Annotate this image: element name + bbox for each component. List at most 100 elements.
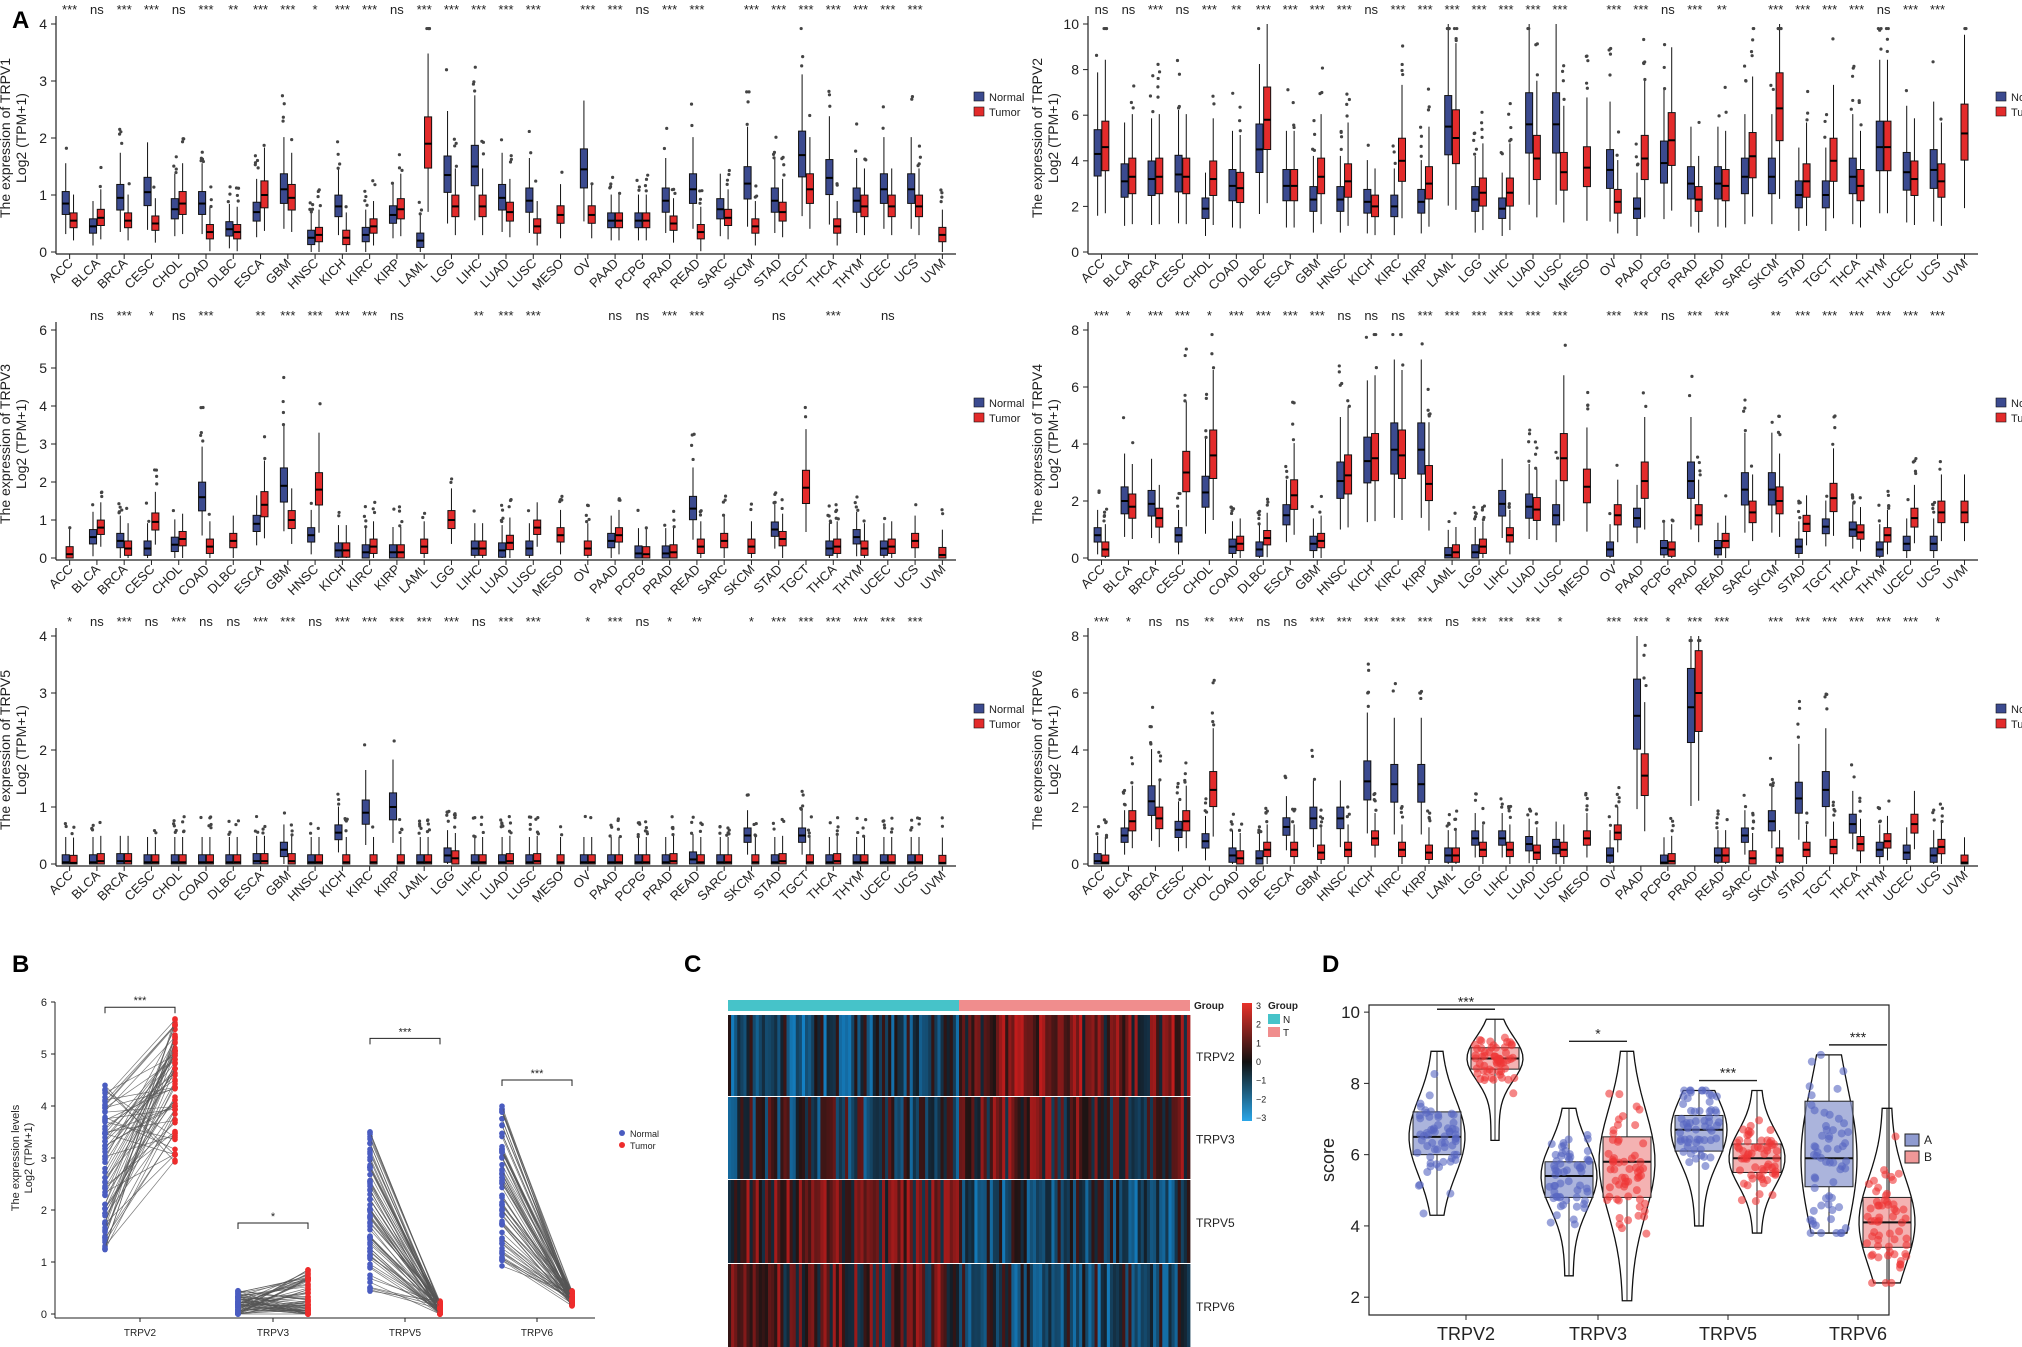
b-point [1605, 1183, 1614, 1192]
normal-point [367, 1146, 373, 1152]
outlier-point [1913, 469, 1918, 473]
a-point [1810, 1173, 1819, 1182]
x-tick-label: SKCM [1745, 256, 1782, 293]
outlier-point [1662, 42, 1667, 47]
normal-box [170, 854, 179, 865]
outlier-point [1473, 131, 1477, 135]
heat-cell [1131, 1015, 1135, 1096]
b-point [1636, 1157, 1645, 1166]
outlier-point [1183, 778, 1187, 783]
legend-tumor-swatch [973, 412, 985, 423]
normal-point [102, 1090, 108, 1096]
heat-cell [761, 1097, 766, 1179]
outlier-point [1932, 818, 1936, 822]
tumor-box [1371, 433, 1380, 482]
heat-cell [928, 1097, 932, 1179]
heat-cell [1159, 1097, 1163, 1179]
outlier-point [1585, 86, 1589, 90]
outlier-point [418, 822, 422, 826]
significance-label: *** [1310, 614, 1325, 629]
heat-cell [817, 1264, 821, 1347]
heat-cell [1125, 1015, 1129, 1096]
outlier-point [782, 819, 786, 823]
pair-line [104, 1119, 176, 1216]
outlier-point [392, 739, 396, 743]
outlier-point [450, 477, 454, 481]
x-tick-label: ESCA [1261, 561, 1297, 597]
significance-label: *** [771, 2, 786, 17]
outlier-point [1452, 26, 1457, 31]
pair-line [237, 1295, 309, 1303]
heat-cell [768, 1097, 772, 1179]
outlier-point [154, 831, 158, 835]
heat-cell [1014, 1015, 1018, 1096]
outlier-point [526, 509, 531, 513]
x-tick-label: MESO [529, 256, 567, 294]
outlier-point [181, 820, 185, 824]
outlier-point [1499, 797, 1503, 801]
pair-line [237, 1301, 309, 1305]
significance-label: *** [826, 2, 841, 17]
heat-cell [1100, 1097, 1105, 1179]
b-point [1897, 1218, 1906, 1227]
a-point [1552, 1211, 1561, 1220]
a-point [1432, 1160, 1441, 1169]
outlier-point [1723, 85, 1727, 89]
heat-cell [805, 1264, 809, 1347]
outlier-point [807, 831, 811, 835]
outlier-point [1374, 808, 1378, 812]
heat-cell [1177, 1015, 1182, 1096]
tumor-box [751, 854, 760, 865]
outlier-point [1500, 802, 1504, 806]
tumor-box [424, 854, 433, 865]
outlier-point [1426, 108, 1431, 112]
outlier-point [1212, 102, 1216, 106]
outlier-point [147, 519, 151, 523]
outlier-point [881, 126, 885, 130]
outlier-point [801, 54, 805, 59]
a-point [1685, 1158, 1694, 1167]
outlier-point [1318, 510, 1322, 514]
outlier-point [1419, 144, 1423, 148]
pair-line [104, 1025, 176, 1107]
outlier-point [207, 512, 211, 516]
a-point [1676, 1137, 1685, 1146]
pair-line [237, 1280, 309, 1313]
outlier-point [1643, 77, 1647, 82]
significance-label: * [1207, 308, 1212, 323]
outlier-point [618, 191, 622, 195]
outlier-point [1527, 459, 1531, 463]
heat-cell [820, 1097, 824, 1179]
heat-cell [925, 1264, 929, 1347]
outlier-point [1472, 138, 1476, 142]
heat-cell [1109, 1097, 1114, 1179]
heat-cell [1014, 1097, 1018, 1179]
pair-line [104, 1160, 176, 1247]
heat-cell [937, 1015, 941, 1096]
outlier-point [609, 823, 613, 827]
significance-label: *** [1633, 614, 1648, 629]
b-point [1608, 1158, 1617, 1167]
significance-label: *** [1418, 308, 1433, 323]
heat-cell [1140, 1180, 1145, 1263]
x-tick-label: HNSC [285, 562, 322, 599]
outlier-point [1797, 499, 1801, 503]
heat-cell [1079, 1264, 1083, 1347]
outlier-point [1533, 440, 1537, 444]
outlier-point [644, 177, 649, 181]
heat-cell [869, 1097, 874, 1179]
outlier-point [1744, 78, 1748, 83]
normal-point [102, 1169, 108, 1176]
outlier-point [262, 143, 266, 147]
heat-cell [995, 1015, 1000, 1096]
outlier-point [1825, 494, 1829, 498]
outlier-point [310, 207, 315, 211]
outlier-point [1204, 396, 1208, 400]
pair-line [369, 1157, 441, 1313]
x-tick-label: PRAD [640, 868, 676, 904]
outlier-point [1156, 85, 1160, 89]
x-tick-label: UCEC [1880, 256, 1917, 293]
outlier-point [644, 826, 648, 830]
heat-cell [801, 1097, 806, 1179]
heat-cell [1097, 1097, 1102, 1179]
